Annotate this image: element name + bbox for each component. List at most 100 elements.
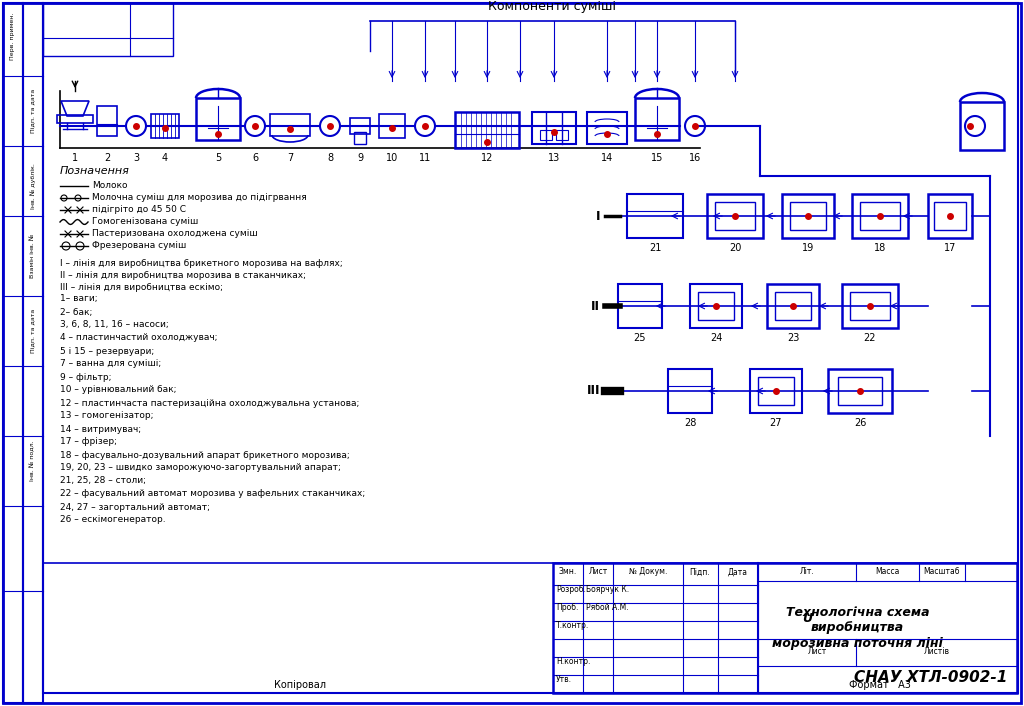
Text: 24: 24 — [710, 333, 722, 343]
Bar — [828, 369, 892, 413]
Circle shape — [685, 116, 705, 136]
Text: Фрезерована суміш: Фрезерована суміш — [92, 241, 186, 251]
Bar — [850, 292, 890, 320]
Text: Інв. № подл.: Інв. № подл. — [31, 441, 36, 481]
Bar — [57, 115, 93, 123]
Text: Літ.: Літ. — [800, 568, 814, 577]
Text: 24, 27 – загортальний автомат;: 24, 27 – загортальний автомат; — [60, 503, 210, 512]
Text: 13 – гомогенізатор;: 13 – гомогенізатор; — [60, 412, 154, 421]
Bar — [553, 563, 1017, 693]
Bar — [350, 118, 370, 134]
Text: 4 – пластинчастий охолоджувач;: 4 – пластинчастий охолоджувач; — [60, 333, 217, 342]
Text: Компоненти суміші: Компоненти суміші — [488, 0, 616, 13]
Bar — [838, 377, 882, 405]
Text: 1: 1 — [72, 153, 78, 163]
Text: ІІ – лінія для виробництва морозива в стаканчиках;: ІІ – лінія для виробництва морозива в ст… — [60, 270, 306, 280]
Bar — [635, 98, 679, 140]
Text: № Докум.: № Докум. — [629, 568, 668, 577]
Circle shape — [76, 242, 84, 250]
Text: 20: 20 — [729, 243, 741, 253]
Text: 25: 25 — [634, 333, 646, 343]
Text: 9: 9 — [357, 153, 364, 163]
Text: Масштаб: Масштаб — [924, 568, 961, 577]
Text: Дата: Дата — [728, 568, 748, 577]
Text: Лист: Лист — [808, 647, 826, 657]
Text: ІІІ – лінія для виробництва ескімо;: ІІІ – лінія для виробництва ескімо; — [60, 282, 223, 292]
Text: 15: 15 — [651, 153, 664, 163]
Text: 14: 14 — [601, 153, 613, 163]
Text: 18 – фасувально-дозувальний апарат брикетного морозива;: 18 – фасувально-дозувальний апарат брике… — [60, 450, 350, 460]
Text: Інв. № дублік.: Інв. № дублік. — [30, 163, 36, 209]
Text: Формат   А3: Формат А3 — [849, 680, 911, 690]
Text: 13: 13 — [548, 153, 560, 163]
Bar — [270, 114, 310, 136]
Text: 17: 17 — [944, 243, 956, 253]
Polygon shape — [61, 101, 89, 116]
Text: 17 – фрізер;: 17 – фрізер; — [60, 438, 117, 446]
Text: І – лінія для виробництва брикетного морозива на вафлях;: І – лінія для виробництва брикетного мор… — [60, 258, 343, 268]
Text: Молочна суміш для морозива до підігрвання: Молочна суміш для морозива до підігрванн… — [92, 193, 307, 203]
Bar — [698, 292, 734, 320]
Text: 27: 27 — [770, 418, 782, 428]
Text: Т.контр.: Т.контр. — [556, 621, 589, 630]
Text: 26 – ескімогенератор.: 26 – ескімогенератор. — [60, 515, 166, 525]
Text: Молоко: Молоко — [92, 181, 128, 191]
Bar — [151, 114, 179, 138]
Text: 3: 3 — [133, 153, 139, 163]
Bar — [354, 132, 366, 144]
Bar — [758, 377, 794, 405]
Text: 10 – урівнювальний бак;: 10 – урівнювальний бак; — [60, 385, 176, 395]
Text: 16: 16 — [689, 153, 701, 163]
Bar — [707, 194, 763, 238]
Text: ІІІ: ІІІ — [587, 385, 600, 397]
Text: Копіровал: Копіровал — [274, 680, 326, 690]
Bar — [860, 202, 900, 230]
Bar — [627, 194, 683, 238]
Text: 2: 2 — [103, 153, 111, 163]
Text: Рябой А.М.: Рябой А.М. — [586, 604, 629, 613]
Bar — [540, 130, 552, 140]
Text: 4: 4 — [162, 153, 168, 163]
Bar — [852, 194, 908, 238]
Text: 6: 6 — [252, 153, 258, 163]
Bar — [928, 194, 972, 238]
Bar — [715, 202, 755, 230]
Bar — [775, 292, 811, 320]
Bar — [587, 112, 627, 144]
Bar — [532, 112, 575, 144]
Text: виробництва: виробництва — [811, 621, 904, 635]
Text: 3, 6, 8, 11, 16 – насоси;: 3, 6, 8, 11, 16 – насоси; — [60, 321, 169, 330]
Text: 22: 22 — [864, 333, 877, 343]
Text: Розроб.: Розроб. — [556, 585, 586, 594]
Text: Пастеризована охолоджена суміш: Пастеризована охолоджена суміш — [92, 229, 258, 239]
Bar — [23, 3, 43, 703]
Text: 9 – фільтр;: 9 – фільтр; — [60, 373, 112, 381]
Text: 11: 11 — [419, 153, 431, 163]
Circle shape — [61, 195, 67, 201]
Text: Утв.: Утв. — [556, 676, 572, 685]
Bar — [842, 284, 898, 328]
Text: 28: 28 — [684, 418, 696, 428]
Text: 8: 8 — [327, 153, 333, 163]
Text: 7 – ванна для суміші;: 7 – ванна для суміші; — [60, 359, 161, 369]
Text: 12: 12 — [481, 153, 494, 163]
Text: 21, 25, 28 – столи;: 21, 25, 28 – столи; — [60, 477, 146, 486]
Text: Листів: Листів — [924, 647, 949, 657]
Circle shape — [62, 242, 70, 250]
Text: І: І — [596, 210, 600, 222]
Text: 23: 23 — [786, 333, 799, 343]
Bar — [97, 106, 117, 136]
Text: 1– ваги;: 1– ваги; — [60, 294, 97, 304]
Text: 19, 20, 23 – швидко заморожуючо-загортувальний апарат;: 19, 20, 23 – швидко заморожуючо-загортув… — [60, 464, 341, 472]
Text: 18: 18 — [873, 243, 886, 253]
Text: Взамін інв. №: Взамін інв. № — [31, 234, 36, 278]
Circle shape — [245, 116, 265, 136]
Bar — [3, 3, 23, 703]
Bar — [782, 194, 834, 238]
Text: Позначення: Позначення — [60, 166, 130, 176]
Text: 22 – фасувальний автомат морозива у вафельних стаканчиках;: 22 – фасувальний автомат морозива у вафе… — [60, 489, 366, 498]
Text: Лист: Лист — [589, 568, 607, 577]
Text: 12 – пластинчаста пастеризаційна охолоджувальна установа;: 12 – пластинчаста пастеризаційна охолодж… — [60, 398, 359, 407]
Text: Підп. та дата: Підп. та дата — [31, 309, 36, 353]
Bar — [961, 102, 1004, 150]
